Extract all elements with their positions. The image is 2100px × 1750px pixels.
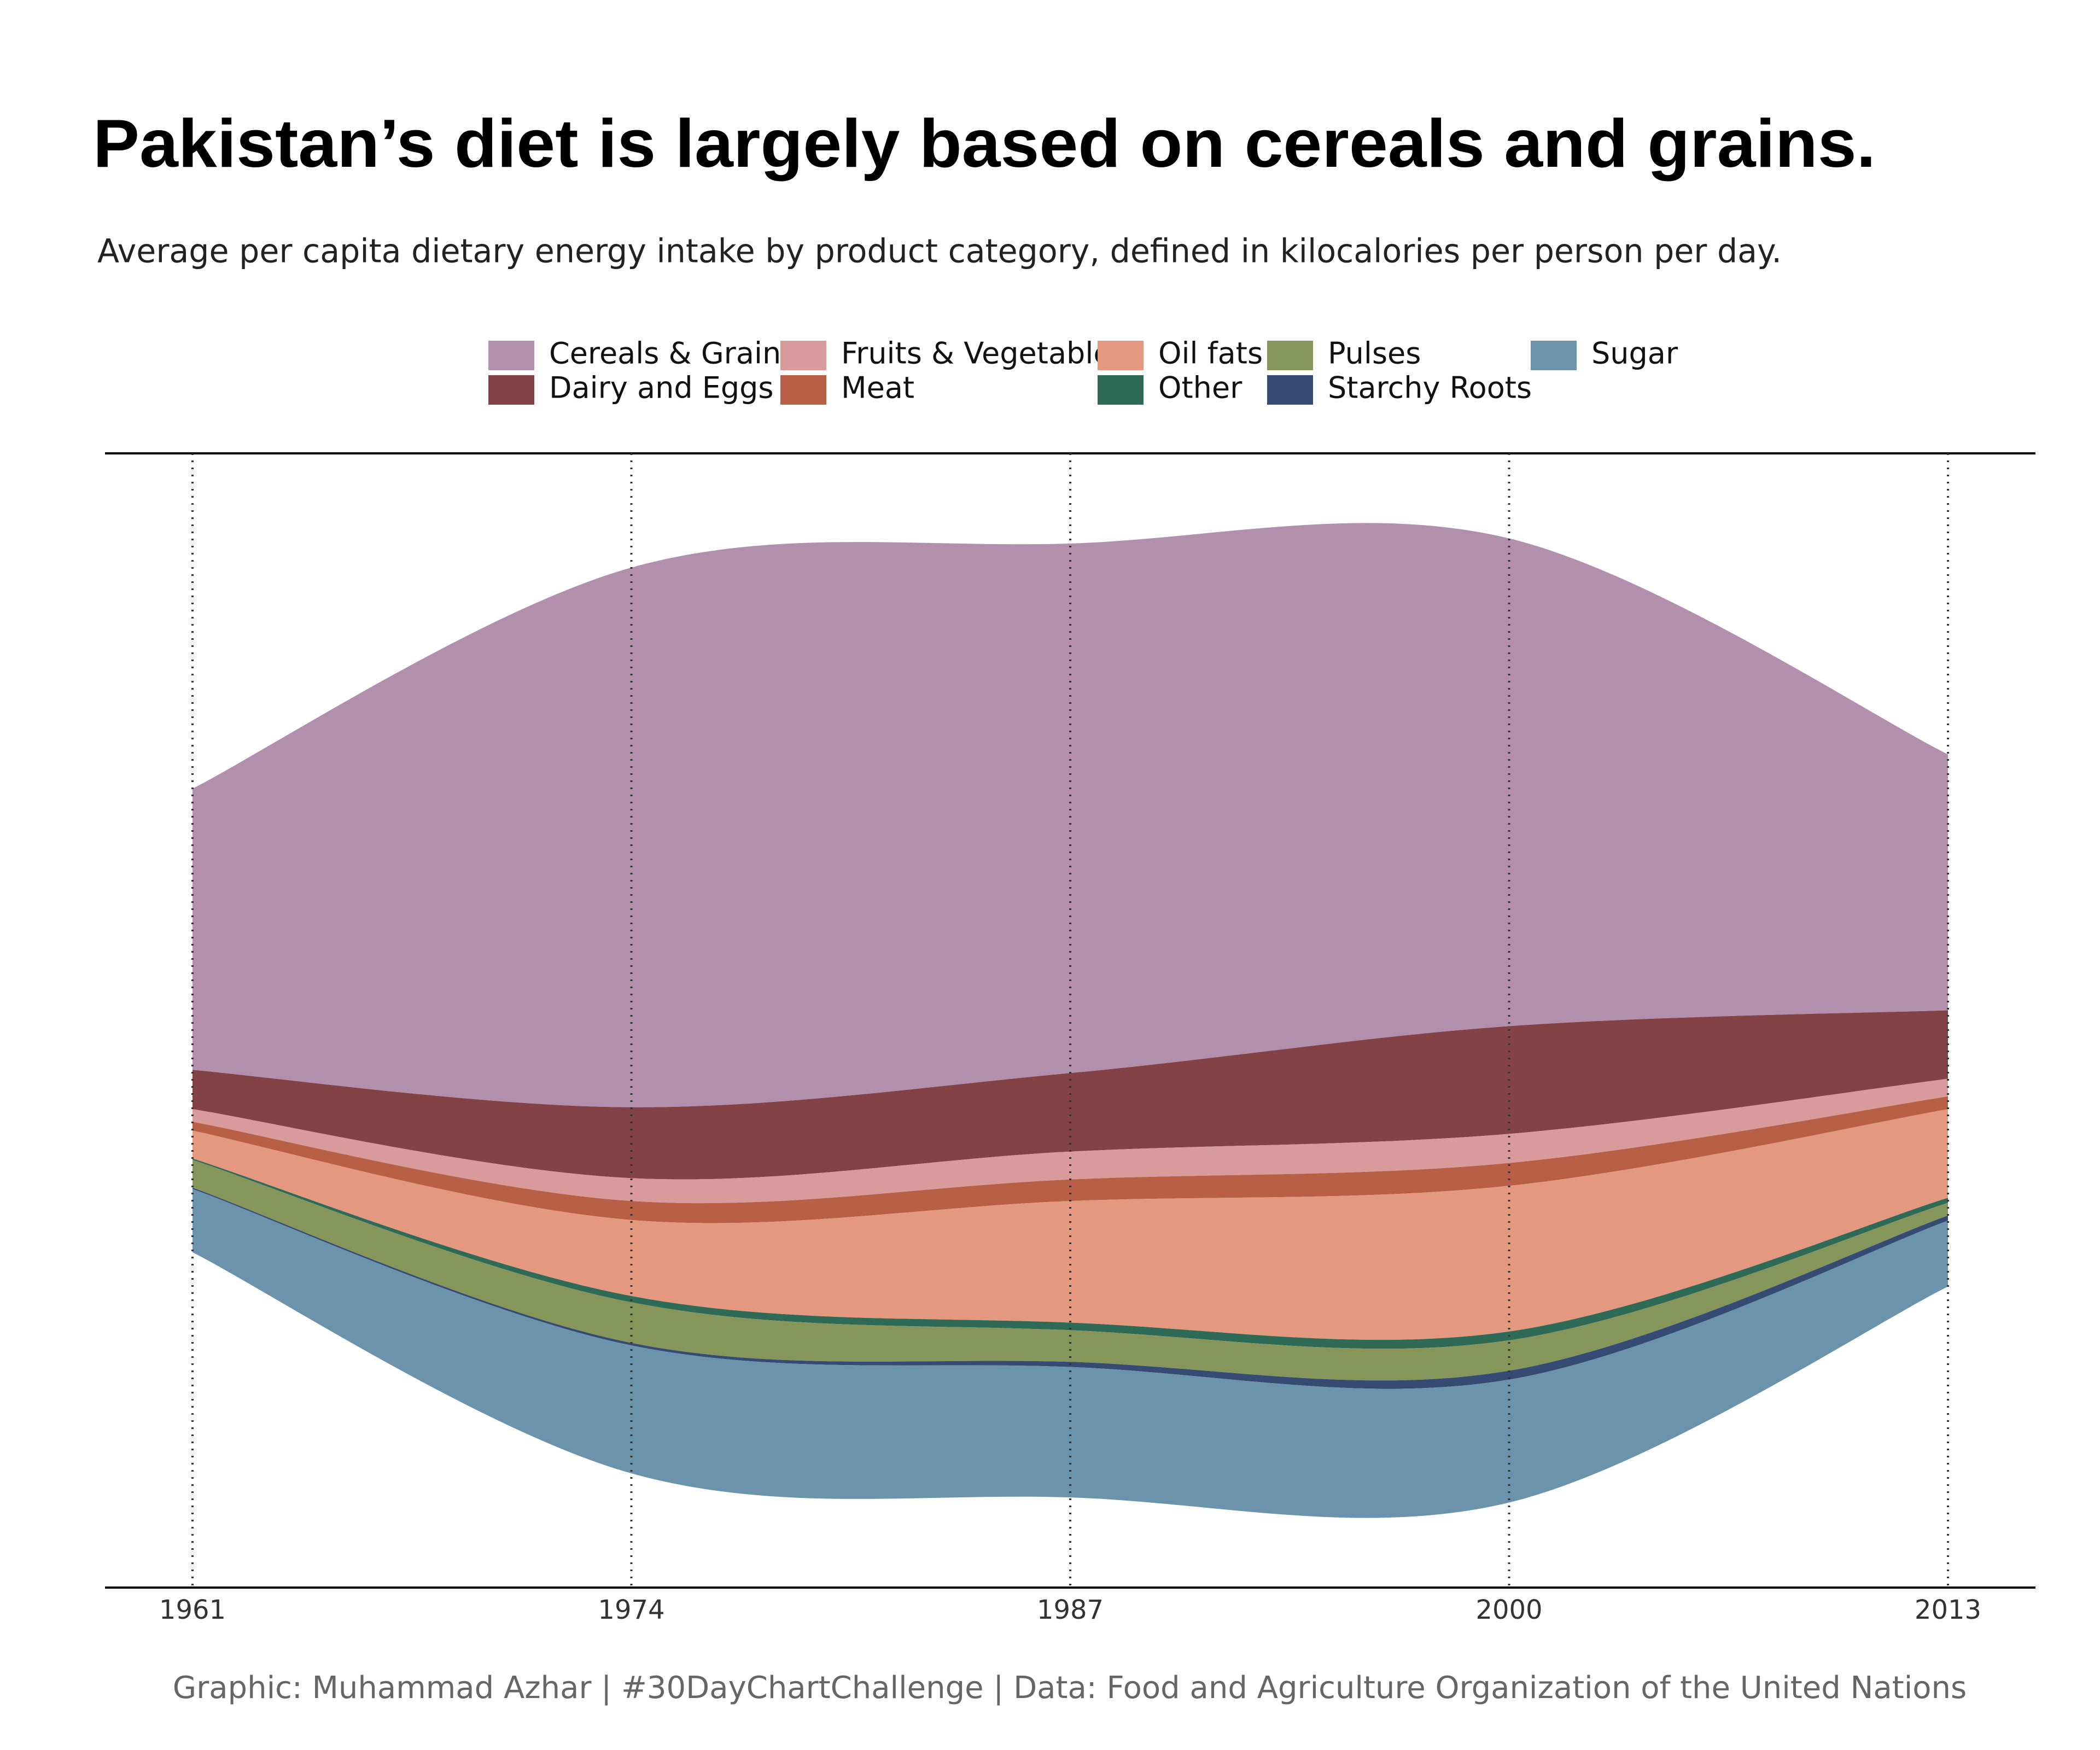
legend-swatch — [1267, 375, 1313, 405]
legend-label: Sugar — [1591, 336, 1678, 371]
legend-swatch — [780, 375, 826, 405]
x-tick-label: 2013 — [1915, 1595, 1981, 1625]
legend-label: Meat — [841, 371, 914, 405]
legend-label: Starchy Roots — [1328, 371, 1532, 405]
legend-swatch — [1267, 341, 1313, 370]
x-tick-label: 1961 — [159, 1595, 226, 1625]
legend-swatch — [488, 375, 534, 405]
legend-swatch — [780, 341, 826, 370]
legend-label: Fruits & Vegetable — [841, 336, 1112, 371]
legend-swatch — [488, 341, 534, 370]
stream-area — [192, 1109, 1948, 1340]
legend-label: Dairy and Eggs — [549, 371, 774, 405]
x-tick-label: 2000 — [1475, 1595, 1542, 1625]
legend-swatch — [1531, 341, 1577, 370]
legend-label: Other — [1158, 371, 1242, 405]
legend-label: Oil fats — [1158, 336, 1263, 371]
legend-swatch — [1098, 341, 1144, 370]
caption: Graphic: Muhammad Azhar | #30DayChartCha… — [173, 1670, 1967, 1706]
legend-swatch — [1098, 375, 1144, 405]
x-tick-label: 1987 — [1037, 1595, 1104, 1625]
x-tick-label: 1974 — [598, 1595, 664, 1625]
stream-area — [192, 1159, 1948, 1381]
legend-label: Cereals & Grains — [549, 336, 796, 371]
stream-area — [192, 523, 1948, 1107]
legend-label: Pulses — [1328, 336, 1421, 371]
stream-area — [192, 1096, 1948, 1223]
chart-title: Pakistan’s diet is largely based on cere… — [93, 106, 1876, 182]
stream-area — [192, 1078, 1948, 1204]
chart-subtitle: Average per capita dietary energy intake… — [97, 232, 1782, 271]
stream-area — [192, 1158, 1948, 1349]
